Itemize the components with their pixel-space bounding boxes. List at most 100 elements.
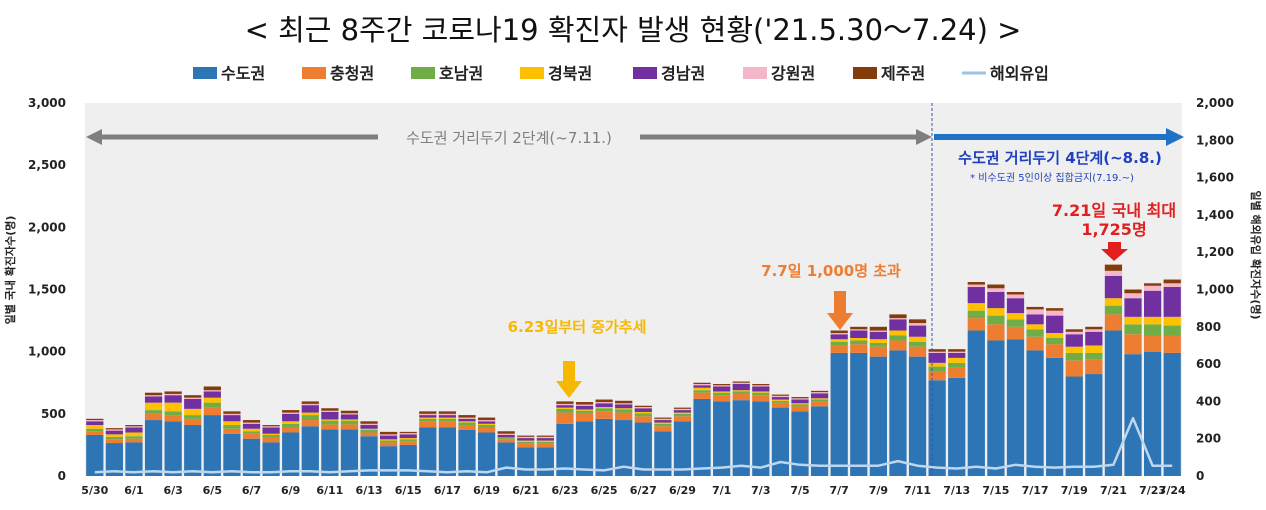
bar-segment-강원권 <box>987 288 1005 292</box>
bar-segment-경북권 <box>673 412 692 414</box>
bar-segment-호남권 <box>301 415 319 421</box>
phase1-label-bg <box>378 127 640 147</box>
bar-segment-제주권 <box>889 314 907 319</box>
legend-label-5: 강원권 <box>771 64 815 83</box>
bar-segment-호남권 <box>399 439 417 442</box>
bar-segment-호남권 <box>928 366 946 372</box>
bar-segment-강원권 <box>967 284 985 288</box>
bar-segment-수도권 <box>301 426 319 476</box>
bar-segment-충청권 <box>732 393 750 401</box>
bar-segment-충청권 <box>693 392 711 399</box>
bar-segment-경남권 <box>1046 315 1064 334</box>
bar-segment-강원권 <box>105 429 123 431</box>
bar-segment-경북권 <box>987 308 1005 316</box>
y-left-tick-label: 500 <box>41 407 66 421</box>
bar-segment-경남권 <box>321 411 339 420</box>
phase2-arrow <box>934 128 1184 146</box>
bar-segment-호남권 <box>321 420 339 425</box>
bar-segment-경북권 <box>1065 346 1083 353</box>
bar-segment-호남권 <box>282 423 300 428</box>
bar-segment-수도권 <box>889 350 907 476</box>
bar-segment-강원권 <box>908 323 927 326</box>
overseas-line <box>94 416 1173 474</box>
bar-segment-충청권 <box>556 412 574 424</box>
x-tick-label: 6/23 <box>551 484 578 497</box>
phase2-note: * 비수도권 5인이상 집합금지(7.19.~) <box>970 172 1134 184</box>
bar-segment-호남권 <box>86 428 104 432</box>
bar-segment-경북권 <box>242 428 261 432</box>
bar-segment-경남권 <box>575 405 594 410</box>
bar-segment-호남권 <box>438 418 457 422</box>
bar-segment-경남권 <box>497 434 515 438</box>
x-tick-label: 6/15 <box>395 484 422 497</box>
bar-segment-제주권 <box>262 425 280 427</box>
bar-segment-강원권 <box>536 436 554 439</box>
max-label-line2: 1,725명 <box>1081 220 1146 239</box>
x-tick-label: 6/25 <box>591 484 618 497</box>
bar-segment-경북권 <box>1124 316 1142 325</box>
bar-segment-수도권 <box>732 400 750 476</box>
bar-segment-경남권 <box>203 391 221 398</box>
bar-segment-호남권 <box>1026 329 1044 337</box>
bar-segment-경북권 <box>713 391 731 393</box>
bar-segment-경남권 <box>144 396 163 403</box>
bar-segment-제주권 <box>517 435 535 437</box>
bar-segment-제주권 <box>1104 264 1123 271</box>
bar-segment-충청권 <box>360 432 378 437</box>
bar-segment-수도권 <box>203 415 221 476</box>
bar-segment-수도권 <box>321 429 339 477</box>
x-tick-label: 7/3 <box>751 484 770 497</box>
bar-segment-충청권 <box>634 416 652 423</box>
bar-segment-충청권 <box>105 439 123 444</box>
bar-segment-충청권 <box>595 411 613 419</box>
bar-segment-수도권 <box>184 425 202 476</box>
x-tick-label: 7/13 <box>943 484 970 497</box>
bar-segment-충청권 <box>517 443 535 448</box>
legend-swatch-5 <box>743 67 767 79</box>
bar-segment-경북권 <box>791 403 809 405</box>
bar-segment-제주권 <box>1124 289 1142 294</box>
bar-segment-경북권 <box>144 402 163 411</box>
bar-segment-경남권 <box>125 427 143 433</box>
bar-segment-호남권 <box>889 335 907 341</box>
bar-segment-호남권 <box>713 392 731 396</box>
bar-segment-경남권 <box>419 415 437 418</box>
bar-segment-호남권 <box>1124 324 1142 335</box>
bar-segment-호남권 <box>693 390 711 393</box>
bar-segment-제주권 <box>223 411 241 414</box>
bar-segment-제주권 <box>771 394 790 396</box>
x-tick-label: 7/19 <box>1061 484 1088 497</box>
bar-segment-충청권 <box>144 413 163 421</box>
bar-segment-수도권 <box>615 420 633 476</box>
bar-segment-충청권 <box>948 367 966 378</box>
bar-segment-호남권 <box>1144 324 1162 336</box>
bar-segment-호남권 <box>380 440 398 443</box>
over1000-label: 7.7일 1,000명 초과 <box>761 262 901 280</box>
x-tick-label: 7/24 <box>1159 484 1186 497</box>
bar-segment-강원권 <box>144 395 163 397</box>
bar-segment-강원권 <box>184 397 202 399</box>
legend-label-6: 제주권 <box>881 64 925 83</box>
bar-segment-호남권 <box>125 436 143 439</box>
bar-segment-경북권 <box>889 330 907 336</box>
bar-segment-수도권 <box>869 356 887 476</box>
bar-segment-충청권 <box>282 427 300 433</box>
bar-segment-경남권 <box>869 331 887 340</box>
bar-segment-경남권 <box>673 410 692 413</box>
bar-segment-제주권 <box>125 425 143 427</box>
bar-segment-경북권 <box>967 303 985 311</box>
bar-segment-충청권 <box>928 371 946 381</box>
bar-segment-경북권 <box>262 433 280 435</box>
bar-segment-강원권 <box>791 398 809 400</box>
bar-segment-제주권 <box>908 319 927 324</box>
bar-segment-수도권 <box>1104 330 1123 476</box>
bar-segment-경북권 <box>928 362 946 367</box>
bar-segment-경북권 <box>1046 333 1064 338</box>
bar-segment-수도권 <box>340 429 359 477</box>
bar-segment-제주권 <box>967 282 985 285</box>
x-tick-label: 7/11 <box>904 484 931 497</box>
bar-segment-호남권 <box>1163 325 1181 336</box>
bar-segment-강원권 <box>1163 283 1181 288</box>
bar-segment-수도권 <box>1124 354 1142 476</box>
bar-segment-충청권 <box>1124 334 1142 355</box>
